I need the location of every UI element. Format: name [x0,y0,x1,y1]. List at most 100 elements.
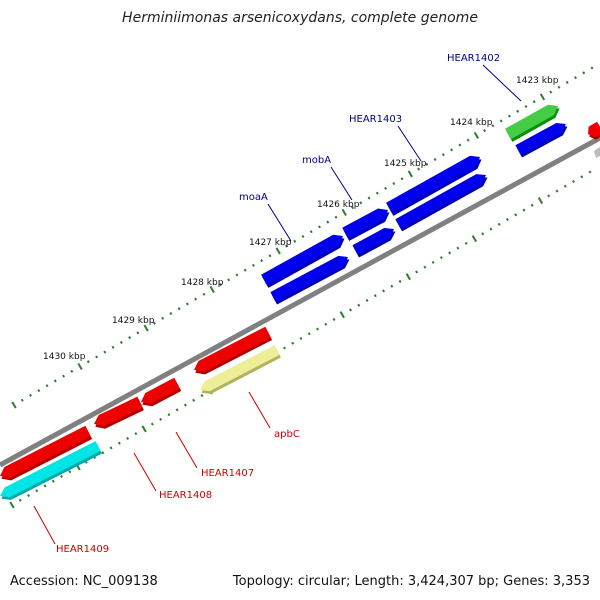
tick-mark [563,184,567,188]
tick-mark [243,268,247,272]
tick-mark [134,432,138,436]
tick-mark [283,346,286,350]
red-gene-4 [0,425,93,481]
gene-label-moba[interactable]: mobA [302,155,331,166]
tick-mark [324,322,328,326]
tick-mark [466,138,470,142]
tick-mark [514,213,518,217]
tick-label: 1430 kbp [43,352,86,362]
gene-label-hear1408[interactable]: HEAR1408 [159,490,212,501]
tick-mark [175,408,179,412]
tick-mark [565,80,569,84]
tick-mark [357,303,361,307]
tick-mark [11,401,17,409]
tick-mark [251,263,255,267]
tick-mark [299,336,303,341]
tick-mark [183,403,187,407]
tick-labels: 1423 kbp 1424 kbp 1425 kbp 1426 kbp 1427… [43,76,559,362]
tick-mark [555,189,559,193]
tick-mark [400,177,404,181]
tick-mark [192,398,196,402]
tick-mark [456,246,460,250]
tick-mark [285,244,288,248]
cyan-gene [0,441,102,500]
map-title: Herminiimonas arsenicoxydans, complete g… [122,10,478,26]
leader-line [175,431,198,469]
tick-mark [316,327,319,331]
tick-mark [152,321,156,325]
tick-mark [471,235,478,243]
gene-label-hear1403[interactable]: HEAR1403 [349,114,402,125]
tick-label: 1427 kbp [249,238,292,248]
blue-gene-2-body [342,208,388,239]
leader-line [133,452,157,492]
tick-mark [365,298,369,302]
tick-mark [390,284,394,288]
tick-mark [235,273,239,277]
tick-mark [291,341,295,345]
tick-mark [367,196,371,200]
tick-mark [574,76,577,80]
gene-label-moaa[interactable]: moaA [239,192,268,203]
blue-gene-1-body [386,155,480,214]
gene-label-apbc[interactable]: apbC [274,429,300,440]
tick-mark [341,208,347,216]
tick-mark [260,259,264,263]
tick-mark [441,153,445,157]
red-gene-1-body [194,326,271,372]
tick-mark [95,355,99,359]
blue-gene-4b [270,255,350,305]
tick-mark [590,66,594,70]
tick-mark [398,279,402,283]
yellow-gene-body [200,345,280,392]
gene-label-hear1409[interactable]: HEAR1409 [56,544,109,555]
tick-mark [45,384,49,388]
tick-mark [450,148,454,152]
tick-label: 1426 kbp [317,200,360,210]
tick-mark [18,498,22,502]
tick-mark [117,441,121,445]
tick-mark [119,340,123,344]
feature-track [0,104,600,500]
tick-mark [582,71,586,75]
inner-tick-ring [9,170,592,509]
tick-mark [103,350,107,354]
leader-line [330,166,353,201]
tick-mark [439,256,443,260]
tick-mark [549,90,553,94]
leader-line [248,391,271,429]
genome-summary-text: Topology: circular; Length: 3,424,307 bp… [232,574,590,589]
yellow-gene [200,345,281,394]
tick-mark [70,369,74,373]
tick-mark [318,225,321,229]
tick-mark [572,179,575,184]
tick-mark [433,157,437,162]
tick-mark [392,182,396,186]
tick-mark [326,220,330,224]
gene-labels: HEAR1402 HEAR1403 mobA moaA apbC HEAR140… [56,53,500,555]
tick-mark [109,446,113,450]
tick-mark [209,285,215,293]
tick-label: 1424 kbp [450,118,493,128]
tick-mark [309,230,313,234]
tick-mark [524,104,528,109]
tick-mark [27,493,30,498]
tick-mark [332,317,336,322]
tick-mark [167,413,171,417]
blue-gene-3 [261,234,345,288]
tick-mark [35,489,39,493]
tick-mark [185,302,189,306]
tick-mark [405,273,411,281]
tick-mark [200,394,204,398]
outer-tick-ring [11,66,594,409]
red-gene-3-body [94,396,143,426]
tick-mark [375,191,379,195]
blue-gene-1b [515,123,568,158]
tick-mark [177,307,181,311]
tick-mark [293,239,297,243]
tick-mark [382,289,386,293]
blue-gene-3-body [261,234,343,286]
tick-mark [275,247,281,255]
gene-label-hear1407[interactable]: HEAR1407 [201,468,254,479]
gene-label-hear1402[interactable]: HEAR1402 [447,53,500,64]
